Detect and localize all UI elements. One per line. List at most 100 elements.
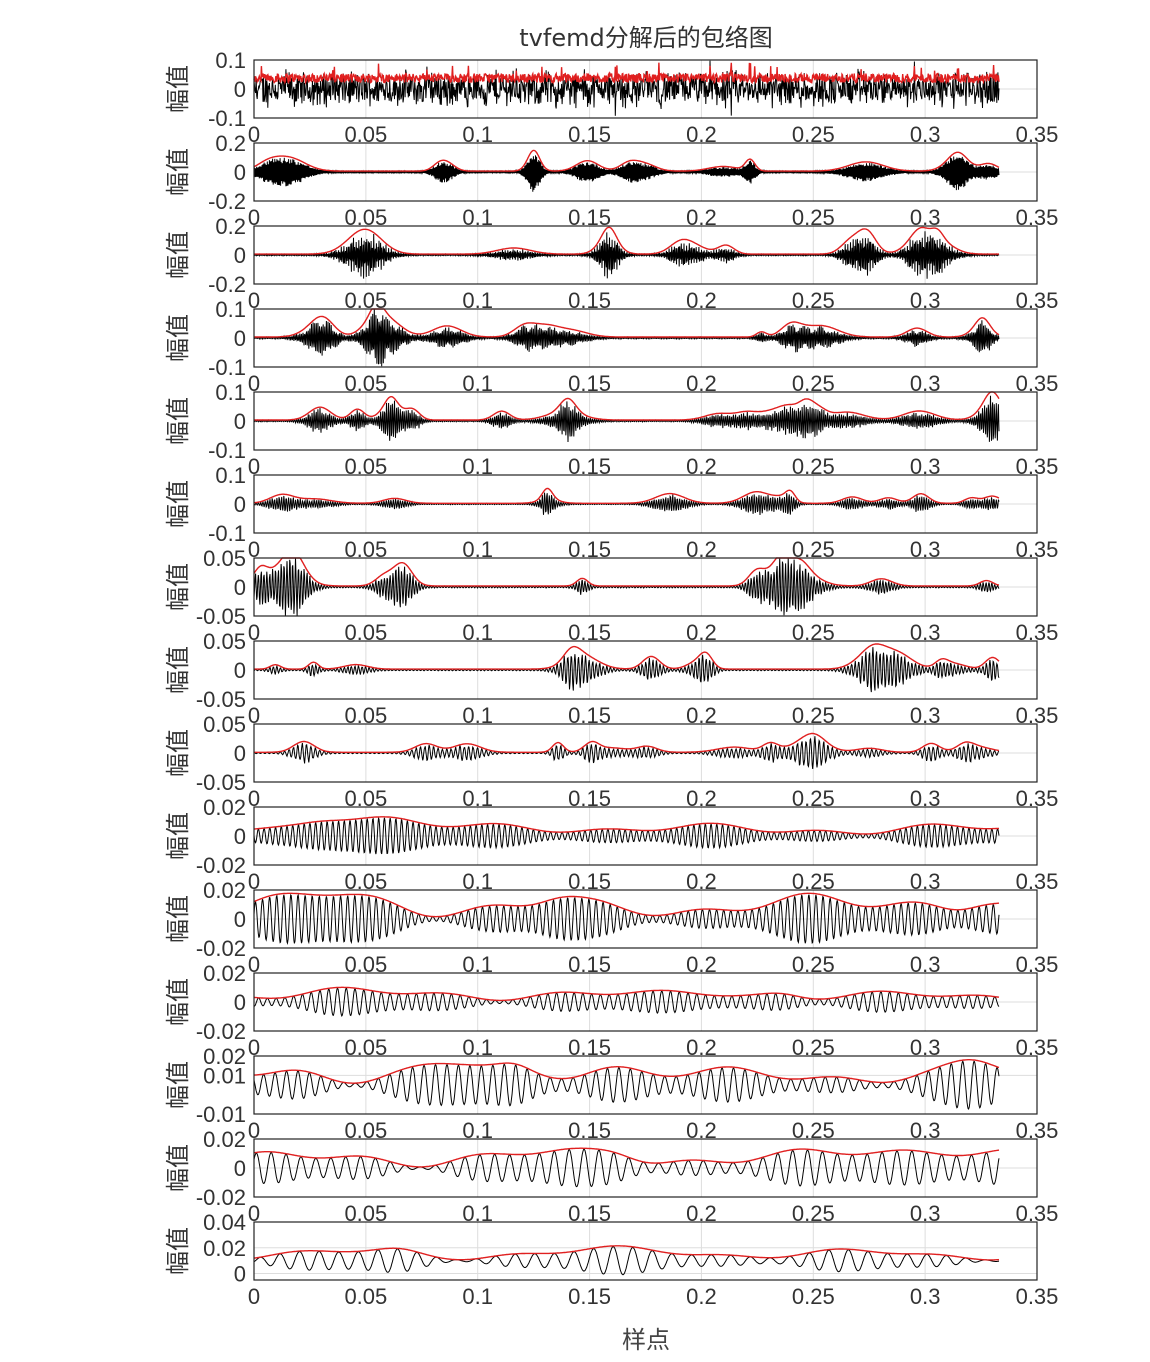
y-tick-label: 0.01: [203, 1063, 246, 1088]
y-axis-label: 幅值: [164, 563, 192, 611]
y-tick-label: 0.1: [215, 48, 246, 73]
y-axis-label: 幅值: [164, 729, 192, 777]
x-tick-label: 0: [248, 703, 260, 728]
signal-series-line: [253, 557, 1000, 617]
envelope-series-line: [254, 643, 1000, 670]
envelope-series-line: [253, 149, 1000, 172]
x-axis-label: 样点: [622, 1326, 670, 1354]
y-axis-label: 幅值: [164, 1227, 192, 1275]
envelope-series-line: [254, 1245, 1000, 1261]
signal-series-line: [253, 395, 1000, 443]
axes-frame: [253, 972, 1038, 1032]
envelope-series-line: [254, 391, 1000, 421]
y-tick-label: 0.05: [203, 712, 246, 737]
axes-frame: [253, 142, 1038, 202]
y-tick-label: 0: [234, 575, 246, 600]
y-axis-label: 幅值: [164, 978, 192, 1026]
y-axis-label: 幅值: [164, 1061, 192, 1109]
y-tick-label: 0: [234, 326, 246, 351]
axes-frame: [253, 806, 1038, 866]
y-tick-label: 0: [234, 658, 246, 683]
y-tick-label: 0: [234, 1262, 246, 1287]
y-tick-label: -0.2: [208, 189, 246, 214]
y-tick-label: 0.02: [203, 878, 246, 903]
y-tick-label: 0: [234, 409, 246, 434]
y-tick-label: -0.2: [208, 272, 246, 297]
y-axis-label: 幅值: [164, 231, 192, 279]
x-tick-label: 0: [248, 537, 260, 562]
envelope-series-line: [254, 1059, 1000, 1084]
y-tick-label: -0.05: [196, 604, 246, 629]
y-tick-label: -0.01: [196, 1102, 246, 1127]
y-tick-label: -0.1: [208, 106, 246, 131]
y-tick-label: 0.02: [203, 961, 246, 986]
y-tick-label: -0.02: [196, 936, 246, 961]
x-tick-label: 0: [248, 122, 260, 147]
axes-frame: [253, 225, 1038, 285]
envelope-series-line: [253, 487, 1000, 504]
axes-frame: [253, 474, 1038, 534]
envelope-series-line: [253, 62, 1000, 85]
axes-frame: [253, 1138, 1038, 1198]
y-tick-label: 0.02: [203, 1236, 246, 1261]
axes-frame: [253, 391, 1038, 451]
axes-frame: [253, 308, 1038, 368]
y-tick-label: 0.02: [203, 1127, 246, 1152]
y-tick-label: 0.1: [215, 463, 246, 488]
y-tick-label: 0: [234, 77, 246, 102]
envelope-series-line: [254, 732, 1000, 753]
x-tick-label: 0: [248, 371, 260, 396]
y-tick-label: 0.05: [203, 629, 246, 654]
y-tick-label: 0.2: [215, 214, 246, 239]
axes-frame: [253, 723, 1038, 783]
axes-frame: [253, 640, 1038, 700]
y-tick-label: 0.2: [215, 131, 246, 156]
envelope-series-line: [253, 557, 1000, 587]
axes-frame: [253, 1221, 1038, 1281]
signal-series-line: [253, 1148, 1000, 1188]
x-tick-label: 0.2: [686, 1284, 717, 1309]
y-tick-label: -0.1: [208, 438, 246, 463]
x-tick-label: 0: [248, 786, 260, 811]
y-tick-label: 0.05: [203, 546, 246, 571]
y-tick-label: 0.02: [203, 795, 246, 820]
y-tick-label: 0: [234, 243, 246, 268]
x-tick-label: 0: [248, 1035, 260, 1060]
y-axis-label: 幅值: [164, 812, 192, 860]
y-tick-label: 0.1: [215, 380, 246, 405]
signal-series-line: [253, 647, 1000, 693]
envelope-series-line: [253, 1147, 1000, 1168]
x-tick-label: 0: [248, 952, 260, 977]
y-axis-label: 幅值: [164, 65, 192, 113]
x-tick-label: 0: [248, 1201, 260, 1226]
y-tick-label: 0: [234, 741, 246, 766]
envelope-series-line: [254, 816, 999, 835]
y-tick-label: -0.02: [196, 1185, 246, 1210]
y-tick-label: 0.1: [215, 297, 246, 322]
x-tick-label: 0.1: [462, 1284, 493, 1309]
y-axis-label: 幅值: [164, 480, 192, 528]
axes-frame: [253, 1055, 1038, 1115]
y-tick-label: 0: [234, 492, 246, 517]
y-tick-label: -0.02: [196, 1019, 246, 1044]
x-tick-label: 0: [248, 454, 260, 479]
signal-series-line: [253, 893, 1000, 946]
envelope-series-line: [253, 892, 1000, 918]
envelope-series-line: [254, 226, 999, 255]
y-tick-label: 0: [234, 824, 246, 849]
y-tick-label: -0.02: [196, 853, 246, 878]
x-tick-label: 0.05: [344, 1284, 387, 1309]
x-tick-label: 0: [248, 205, 260, 230]
y-axis-label: 幅值: [164, 397, 192, 445]
x-tick-label: 0.15: [568, 1284, 611, 1309]
x-tick-label: 0: [248, 869, 260, 894]
axes-frame: [253, 557, 1038, 617]
envelope-series-line: [253, 986, 1000, 1002]
y-tick-label: 0.04: [203, 1210, 246, 1235]
y-tick-label: 0: [234, 907, 246, 932]
chart-title: tvfemd分解后的包络图: [519, 24, 772, 52]
